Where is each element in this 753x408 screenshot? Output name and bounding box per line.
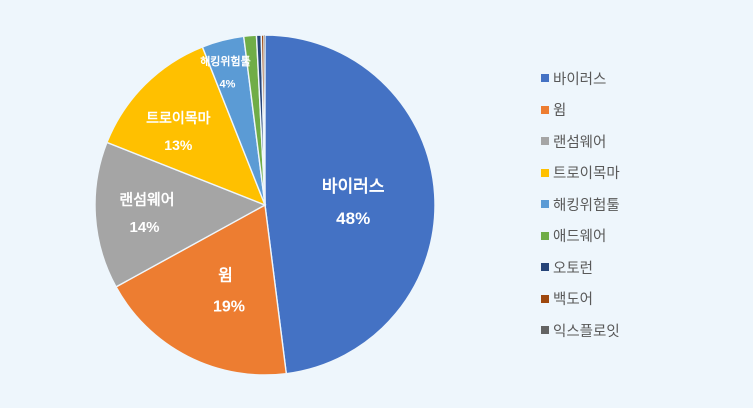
svg-text:14%: 14% [129,219,159,236]
svg-text:윔: 윔 [218,267,233,285]
svg-text:트로이목마: 트로이목마 [146,110,211,126]
svg-text:48%: 48% [336,209,370,228]
svg-text:해킹위험툴: 해킹위험툴 [200,54,251,68]
svg-text:13%: 13% [164,137,193,153]
svg-text:랜섬웨어: 랜섬웨어 [119,191,174,209]
svg-text:바이러스: 바이러스 [322,177,385,196]
svg-text:4%: 4% [220,79,236,91]
svg-text:19%: 19% [213,299,245,316]
